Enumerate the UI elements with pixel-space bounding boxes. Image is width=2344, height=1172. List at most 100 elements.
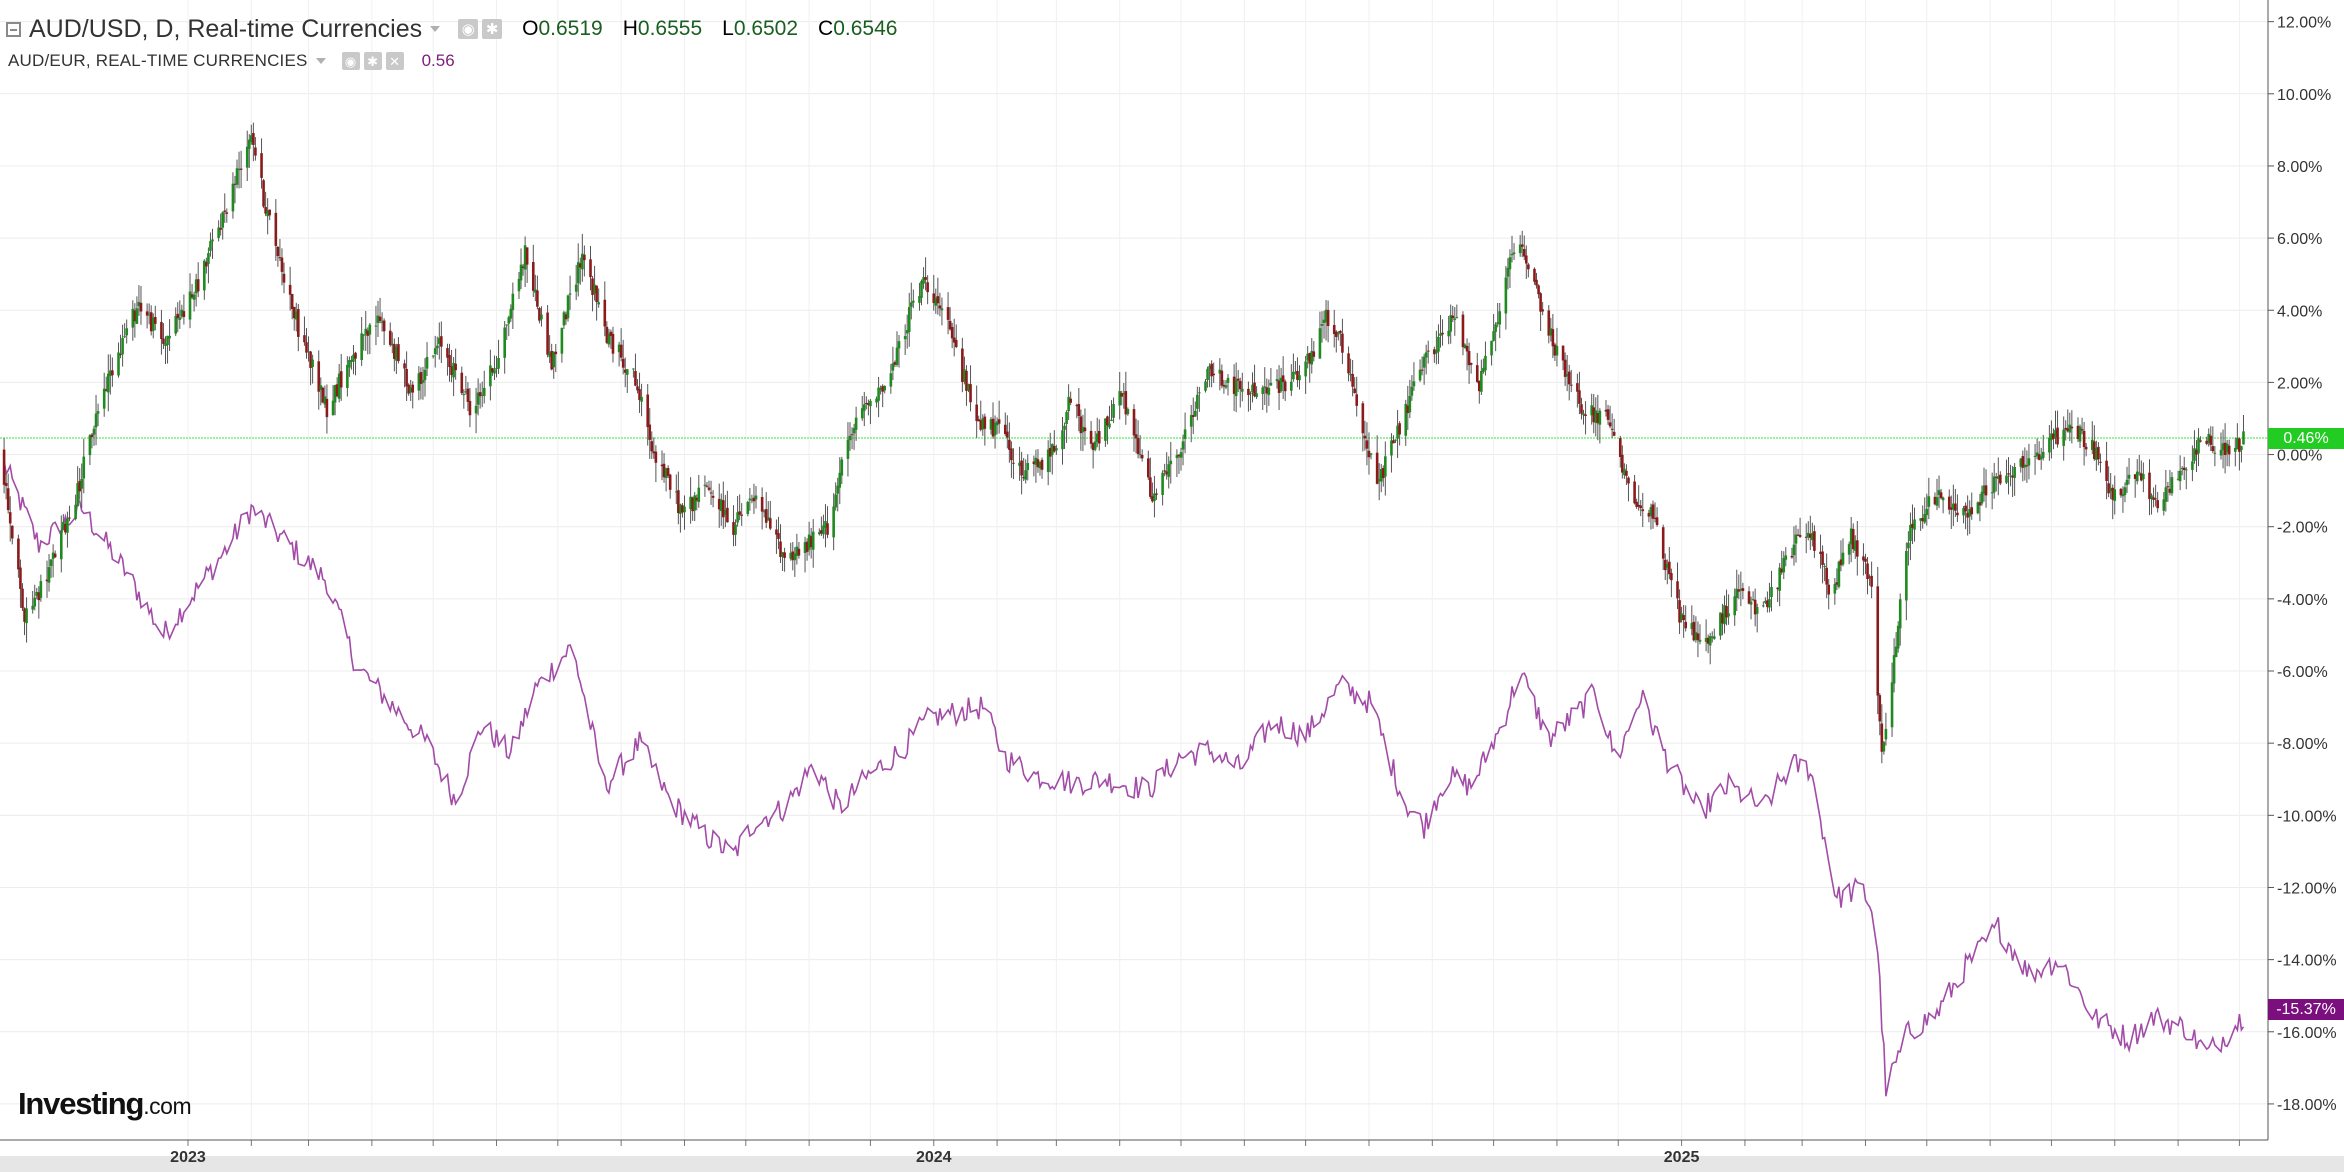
candle-body — [491, 368, 494, 373]
candle-body — [1435, 350, 1438, 354]
candle-body — [1790, 555, 1794, 558]
candle-body — [750, 499, 754, 501]
compare-title[interactable]: AUD/EUR, REAL-TIME CURRENCIES — [8, 51, 308, 70]
candle-body — [1541, 309, 1544, 312]
candle-body — [1682, 615, 1685, 621]
candle-body — [376, 315, 380, 324]
candle-body — [2013, 467, 2016, 478]
candle-body — [2009, 475, 2012, 477]
candle-body — [1210, 363, 1213, 377]
candle-body — [1318, 328, 1322, 359]
candle-body — [2105, 460, 2108, 481]
candle-body — [1394, 439, 1397, 441]
candle-body — [1641, 509, 1645, 512]
candle-body — [632, 368, 635, 370]
candle-body — [1935, 497, 1939, 506]
candle-body — [1890, 682, 1894, 728]
candle-body — [536, 290, 539, 307]
candle-body — [948, 320, 952, 330]
candle-body — [68, 517, 71, 519]
candle-body — [1968, 508, 1971, 517]
candle-body — [1398, 423, 1401, 435]
candle-body — [464, 391, 468, 393]
collapse-legend-icon[interactable] — [6, 21, 21, 37]
candle-body — [1038, 461, 1042, 469]
candle-body — [1633, 481, 1636, 504]
chevron-down-icon[interactable] — [315, 58, 326, 64]
candle-body — [993, 422, 997, 436]
candle-body — [78, 480, 81, 492]
candle-body — [25, 608, 28, 624]
candle-body — [1907, 542, 1910, 549]
candle-body — [2052, 433, 2055, 439]
candle-body — [47, 567, 51, 583]
candle-body — [1913, 519, 1916, 530]
candle-body — [2090, 439, 2094, 451]
candle-body — [1478, 380, 1481, 392]
candle-body — [1132, 409, 1136, 436]
ohlc-close: C0.6546 — [818, 17, 898, 40]
candle-body — [1553, 344, 1557, 356]
candle-body — [31, 605, 34, 610]
candle-body — [912, 300, 915, 303]
candle-body — [1762, 605, 1765, 607]
candle-body — [926, 282, 929, 293]
candle-body — [1741, 588, 1745, 592]
candle-body — [125, 328, 128, 336]
candle-body — [333, 385, 337, 403]
candle-body — [1339, 330, 1342, 333]
candle-body — [1046, 449, 1050, 473]
candle-body — [611, 333, 615, 354]
candle-body — [909, 302, 913, 307]
visibility-eye-icon[interactable]: ◉ — [458, 19, 479, 39]
candle-body — [102, 388, 106, 409]
candle-body — [617, 344, 621, 353]
candle-body — [597, 302, 600, 305]
candle-body — [1512, 252, 1516, 254]
candle-body — [693, 495, 697, 511]
candle-body — [268, 209, 272, 216]
close-icon[interactable]: ✕ — [385, 52, 404, 70]
candle-body — [1422, 356, 1426, 368]
settings-gear-icon[interactable]: ✱ — [363, 52, 382, 70]
candle-body — [1151, 496, 1154, 502]
candle-body — [88, 435, 92, 456]
candle-body — [290, 293, 294, 310]
candle-body — [1375, 452, 1379, 484]
candle-body — [117, 352, 120, 376]
candle-body — [1236, 378, 1240, 381]
candle-body — [969, 384, 972, 403]
candle-body — [1255, 393, 1258, 397]
y-tick-label: -6.00% — [2277, 664, 2328, 681]
candle-body — [2025, 465, 2029, 467]
candle-body — [1077, 404, 1081, 417]
candle-body — [135, 308, 139, 324]
candle-body — [1283, 381, 1287, 392]
candle-body — [952, 337, 956, 343]
candle-body — [1251, 384, 1254, 393]
visibility-eye-icon[interactable]: ◉ — [341, 52, 360, 70]
candle-body — [1880, 723, 1884, 752]
candle-body — [503, 327, 506, 358]
settings-gear-icon[interactable]: ✱ — [482, 19, 503, 39]
candle-body — [49, 559, 53, 567]
candle-body — [131, 308, 135, 328]
candle-body — [1179, 452, 1183, 458]
candle-body — [2037, 454, 2041, 460]
y-tick-label: -2.00% — [2277, 520, 2328, 537]
candle-body — [875, 398, 878, 403]
candle-body — [2111, 487, 2115, 500]
candle-body — [1813, 531, 1816, 551]
candle-body — [1723, 605, 1726, 625]
candle-body — [1839, 559, 1843, 566]
chevron-down-icon[interactable] — [430, 26, 441, 32]
candle-body — [1708, 635, 1712, 646]
candle-body — [1555, 345, 1559, 356]
candle-body — [482, 387, 486, 397]
candle-body — [1576, 383, 1579, 392]
candle-body — [1363, 435, 1367, 439]
candle-body — [2, 449, 6, 485]
candle-body — [2007, 473, 2010, 475]
symbol-title[interactable]: AUD/USD, D, Real-time Currencies — [29, 14, 423, 43]
